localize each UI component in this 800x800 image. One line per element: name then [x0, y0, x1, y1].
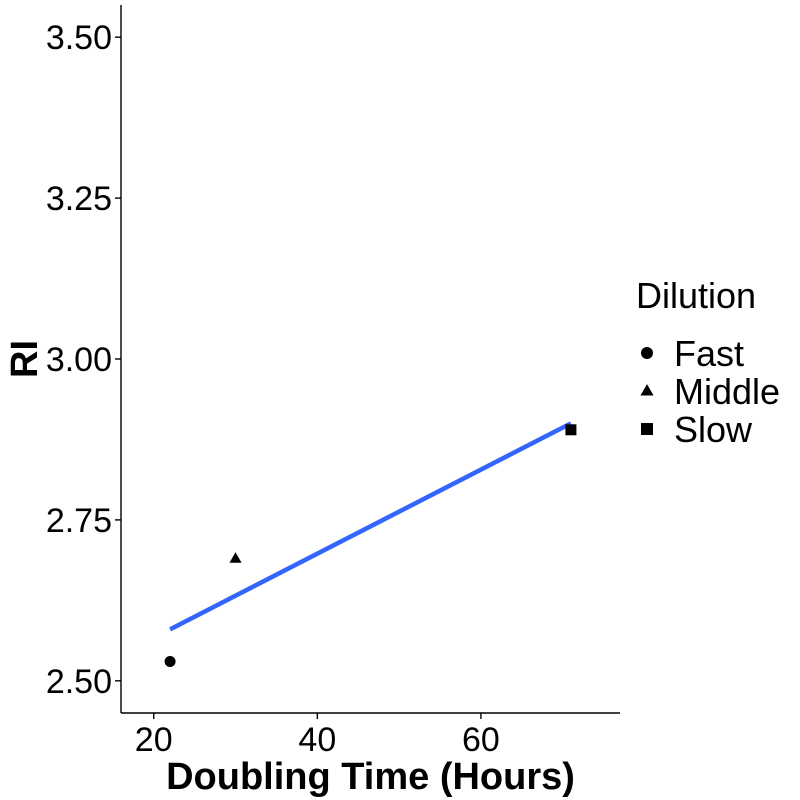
data-point-slow [565, 424, 577, 436]
data-point-fast [164, 656, 176, 668]
x-axis-title: Doubling Time (Hours) [166, 756, 575, 798]
x-tick-label: 20 [135, 721, 173, 759]
legend-title: Dilution [636, 275, 756, 316]
legend-label-slow: Slow [674, 409, 753, 450]
plot-area [164, 421, 577, 668]
y-tick-label: 2.75 [46, 502, 112, 540]
legend-label-middle: Middle [674, 371, 780, 412]
y-tick-label: 2.50 [46, 663, 112, 701]
y-axis-title: RI [4, 340, 46, 378]
y-tick-label: 3.25 [46, 180, 112, 218]
x-tick-label: 60 [462, 721, 500, 759]
data-point-middle [229, 552, 242, 563]
fit-line [169, 421, 572, 632]
x-ticks: 20 40 60 [135, 713, 500, 759]
x-tick-label: 40 [298, 721, 336, 759]
axes [120, 5, 620, 714]
legend-key-middle [640, 384, 654, 396]
y-tick-label: 3.50 [46, 19, 112, 57]
legend-key-fast [641, 347, 653, 359]
y-tick-label: 3.00 [46, 341, 112, 379]
legend-label-fast: Fast [674, 333, 744, 374]
y-ticks: 2.50 2.75 3.00 3.25 3.50 [46, 19, 121, 701]
legend-key-slow [641, 423, 653, 435]
